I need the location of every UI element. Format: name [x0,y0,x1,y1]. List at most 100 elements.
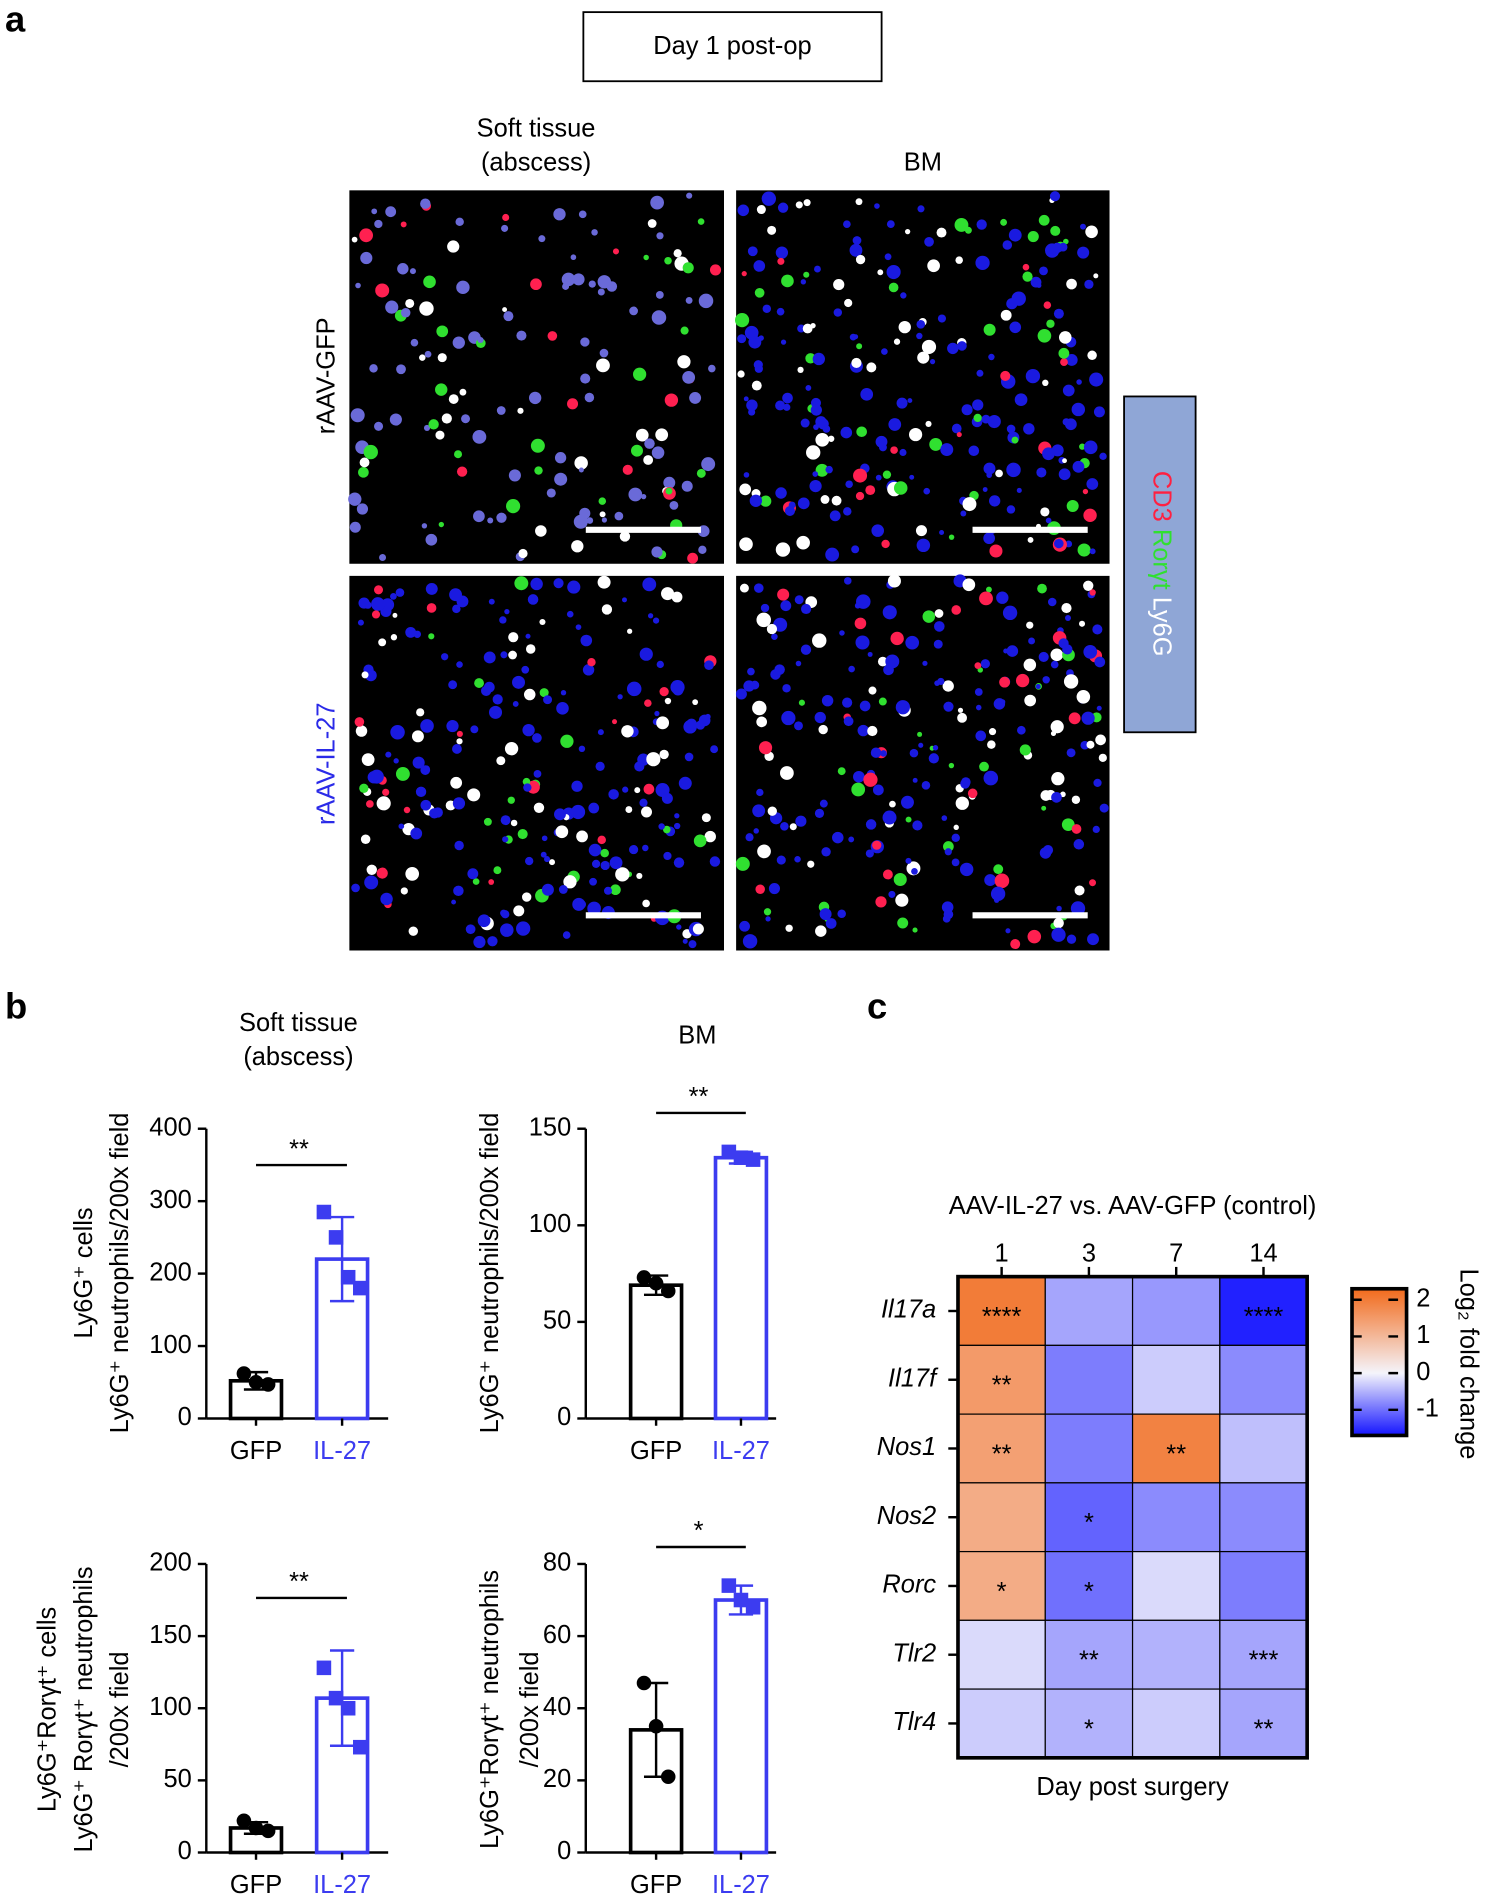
x-tick-label: IL-27 [313,1871,371,1899]
cell-dot [937,314,947,323]
cell-dot [597,288,605,296]
cell-dot [588,280,596,288]
cell-dot [587,658,596,667]
cell-dot [656,660,664,669]
cell-dot [420,765,431,775]
cell-dot [843,507,852,516]
cell-dot [385,206,397,218]
heatmap-cell [1044,1276,1134,1346]
cell-dot [622,464,633,475]
cell-dot [951,858,960,867]
cell-dot [584,392,595,403]
cell-dot [577,900,587,909]
cell-dot [549,859,556,866]
cell-dot [882,869,893,880]
cell-dot [674,813,680,819]
cell-dot [916,332,923,340]
colorbar-label: Log₂ fold change [1454,1268,1482,1459]
cell-dot [893,872,907,887]
cell-dot [974,662,982,670]
cell-dot [996,591,1009,604]
cell-dot [1053,917,1064,929]
cell-dot [1095,734,1106,746]
cell-dot [760,603,770,613]
cell-dot [928,753,939,764]
cell-dot [1083,508,1097,523]
cell-dot [424,350,432,358]
cell-dot [781,710,796,726]
cell-dot [546,488,556,498]
cell-dot [983,770,999,786]
cell-dot [939,530,945,536]
cell-dot [1042,379,1049,387]
cell-dot [1006,505,1016,514]
y-axis-label: /200x field [516,1651,544,1767]
cell-dot [1066,500,1079,513]
cell-dot [753,828,759,834]
cell-dot [972,399,984,411]
cell-dot [359,457,370,468]
cell-dot [1086,740,1095,749]
cell-dot [600,848,609,858]
heatmap-cell [1219,1413,1308,1484]
cell-dot [382,788,390,796]
cell-dot [960,778,970,789]
cell-dot [962,497,977,512]
cell-dot [781,274,794,288]
cell-dot [1056,905,1062,912]
cell-dot [452,744,462,754]
cell-dot [1093,778,1102,787]
cell-dot [825,918,837,929]
cell-dot [1060,358,1068,366]
cell-dot [833,278,845,291]
cell-dot [1000,309,1012,321]
cell-dot [441,413,452,424]
cell-dot [1071,824,1082,834]
cell-dot [405,298,415,308]
cell-dot [957,707,964,713]
cell-dot [452,336,465,349]
cell-dot [825,465,833,474]
cell-dot [567,398,579,410]
cell-dot [921,781,931,790]
cell-dot [560,690,567,696]
cell-dot [685,296,693,304]
panel-label: b [5,985,27,1026]
cell-dot [671,591,683,603]
cell-dot [423,275,436,289]
cell-dot [385,751,392,758]
cell-dot [508,469,521,482]
column-title: (abscess) [481,148,591,176]
cell-dot [619,531,631,542]
cell-dot [472,429,487,444]
cell-dot [441,653,449,661]
cell-dot [708,364,716,373]
panel-label: c [867,985,887,1026]
cell-dot [448,394,459,404]
y-tick-label: Nos2 [877,1502,936,1530]
cell-dot [595,761,605,771]
cell-dot [612,248,620,255]
cell-dot [855,254,866,265]
cell-dot [844,298,853,308]
cell-dot [428,419,439,430]
cell-dot [492,694,503,705]
y-axis-label: Ly6G⁺ Rorγt⁺ neutrophils [70,1566,98,1852]
cell-dot [994,873,1010,889]
cell-dot [371,597,385,611]
cell-dot [1040,507,1050,517]
cell-dot [483,681,495,693]
cell-dot [988,728,997,736]
cell-dot [917,731,923,737]
cell-dot [530,278,542,291]
cell-dot [1099,452,1107,460]
cell-dot [934,609,944,618]
cell-dot [897,917,909,929]
cell-dot [1087,350,1097,361]
cell-dot [893,481,908,495]
cell-dot [957,712,968,723]
heatmap-cell [1044,1344,1134,1415]
cell-dot [502,307,508,313]
cell-dot [989,495,1001,507]
cell-dot [807,860,815,868]
